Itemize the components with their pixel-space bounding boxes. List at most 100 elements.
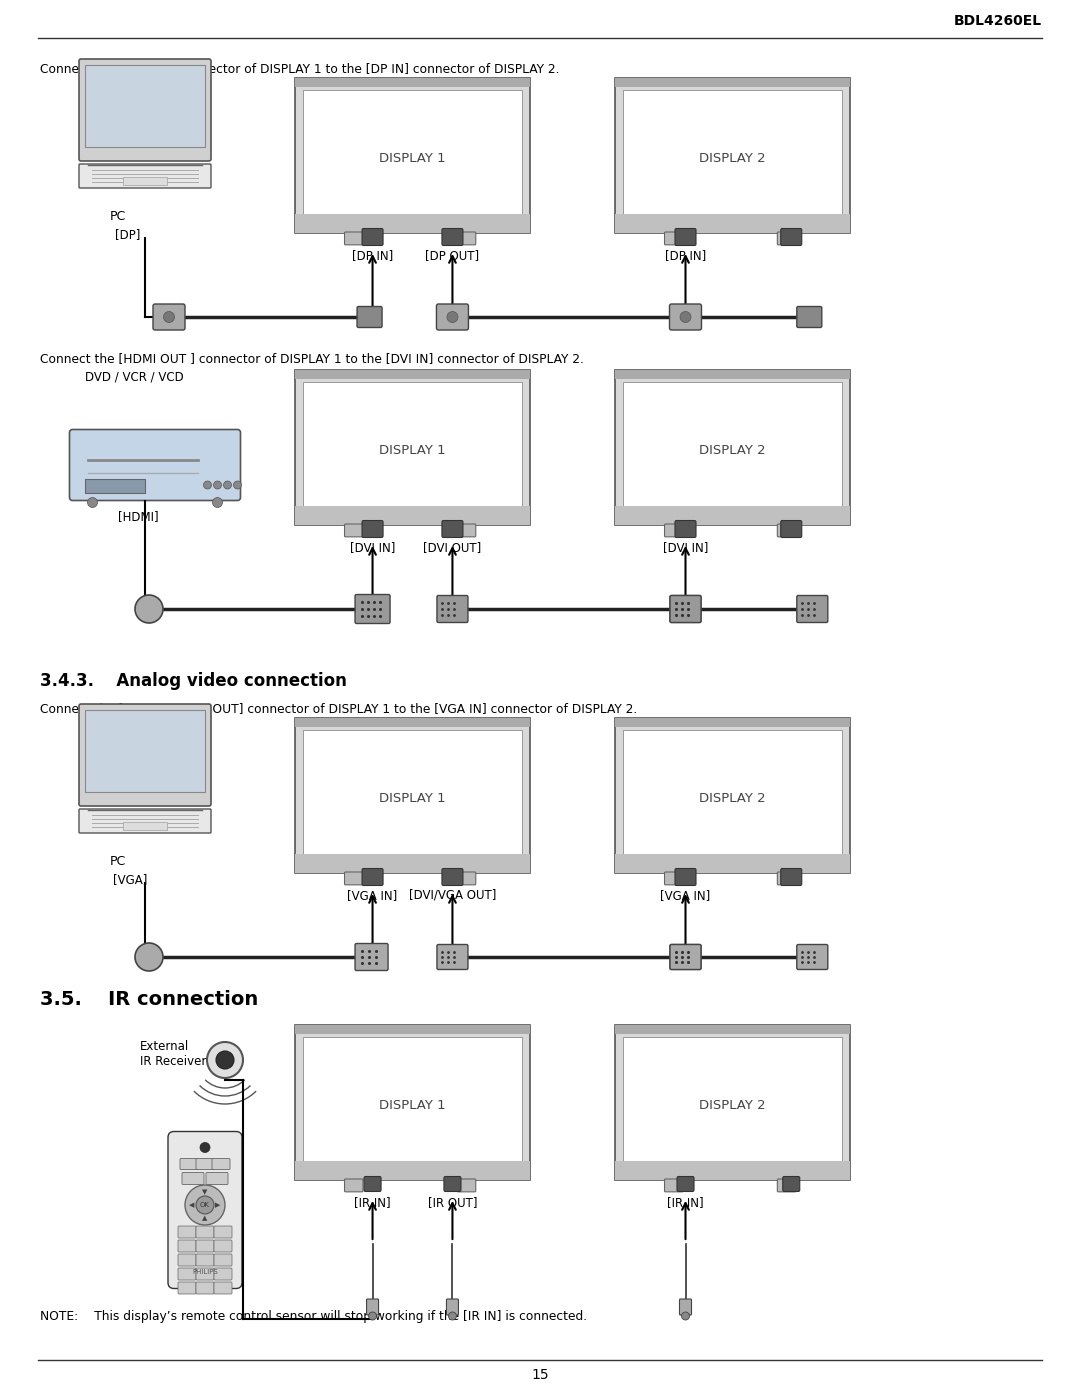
FancyBboxPatch shape (195, 1282, 214, 1295)
FancyBboxPatch shape (664, 524, 683, 538)
Text: PC: PC (110, 856, 126, 868)
FancyBboxPatch shape (457, 1179, 476, 1192)
Bar (295, 369, 530, 525)
Bar (615, 854, 850, 874)
Bar (303, 382, 522, 507)
FancyBboxPatch shape (79, 704, 211, 806)
Bar (295, 369, 530, 379)
FancyBboxPatch shape (670, 945, 701, 970)
FancyBboxPatch shape (781, 229, 801, 246)
Circle shape (233, 481, 242, 489)
Circle shape (216, 1051, 234, 1070)
Text: [DVI/VGA OUT]: [DVI/VGA OUT] (408, 889, 496, 901)
FancyBboxPatch shape (168, 1132, 242, 1289)
Circle shape (213, 497, 222, 507)
Text: [DVI IN]: [DVI IN] (350, 540, 395, 554)
FancyBboxPatch shape (675, 521, 696, 538)
Text: PHILIPS: PHILIPS (192, 1270, 218, 1275)
Circle shape (135, 943, 163, 971)
Bar (295, 718, 530, 728)
Text: [DP OUT]: [DP OUT] (426, 249, 480, 263)
Text: [VGA IN]: [VGA IN] (348, 889, 397, 901)
FancyBboxPatch shape (178, 1240, 195, 1251)
FancyBboxPatch shape (366, 1299, 379, 1315)
Bar (615, 369, 850, 379)
Bar (295, 78, 530, 233)
Circle shape (195, 1196, 214, 1214)
FancyBboxPatch shape (781, 521, 801, 538)
Text: [VGA IN]: [VGA IN] (660, 889, 711, 901)
Bar (303, 731, 522, 854)
FancyBboxPatch shape (457, 872, 476, 885)
FancyBboxPatch shape (79, 164, 211, 188)
FancyBboxPatch shape (675, 868, 696, 886)
Text: [DP]: [DP] (114, 228, 140, 242)
FancyBboxPatch shape (178, 1282, 195, 1295)
FancyBboxPatch shape (195, 1226, 214, 1238)
FancyBboxPatch shape (206, 1172, 228, 1185)
FancyBboxPatch shape (664, 1179, 683, 1192)
Text: DISPLAY 2: DISPLAY 2 (699, 1099, 766, 1113)
FancyBboxPatch shape (362, 229, 383, 246)
Text: [HDMI]: [HDMI] (118, 510, 159, 524)
FancyBboxPatch shape (670, 596, 701, 622)
FancyBboxPatch shape (664, 232, 683, 244)
Circle shape (214, 481, 221, 489)
FancyBboxPatch shape (670, 304, 702, 331)
Text: ◀: ◀ (189, 1201, 194, 1208)
FancyBboxPatch shape (183, 1172, 204, 1185)
Circle shape (681, 1313, 689, 1320)
Text: DISPLAY 1: DISPLAY 1 (379, 444, 446, 457)
Text: [DP IN]: [DP IN] (665, 249, 706, 263)
FancyBboxPatch shape (670, 307, 696, 328)
FancyBboxPatch shape (437, 945, 468, 970)
Bar (295, 214, 530, 233)
Text: 3.4.3.  Analog video connection: 3.4.3. Analog video connection (40, 672, 347, 690)
Text: [DVI OUT]: [DVI OUT] (423, 540, 482, 554)
FancyBboxPatch shape (797, 945, 827, 970)
Bar (615, 78, 850, 88)
Bar (85, 65, 205, 147)
Text: ▲: ▲ (202, 1215, 207, 1221)
Text: 3.5.  IR connection: 3.5. IR connection (40, 990, 258, 1008)
FancyBboxPatch shape (79, 58, 211, 161)
Circle shape (448, 1313, 457, 1320)
FancyBboxPatch shape (214, 1282, 232, 1295)
FancyBboxPatch shape (357, 307, 382, 328)
Bar (123, 176, 167, 185)
Text: [IR OUT]: [IR OUT] (428, 1196, 477, 1208)
Text: BDL4260EL: BDL4260EL (954, 14, 1042, 28)
Text: [VGA]: [VGA] (113, 874, 147, 886)
Bar (303, 1038, 522, 1161)
FancyBboxPatch shape (457, 524, 476, 538)
FancyBboxPatch shape (180, 1158, 198, 1170)
Bar (615, 507, 850, 525)
Bar (615, 369, 850, 525)
Bar (295, 1161, 530, 1181)
Bar (295, 78, 530, 88)
FancyBboxPatch shape (345, 1179, 363, 1192)
Circle shape (224, 481, 231, 489)
Text: DISPLAY 1: DISPLAY 1 (379, 792, 446, 806)
Bar (615, 718, 850, 874)
Bar (295, 1025, 530, 1181)
FancyBboxPatch shape (362, 521, 383, 538)
FancyBboxPatch shape (195, 1268, 214, 1281)
Text: [DVI IN]: [DVI IN] (663, 540, 708, 554)
Bar (295, 507, 530, 525)
Bar (295, 718, 530, 874)
FancyBboxPatch shape (442, 229, 463, 246)
FancyBboxPatch shape (670, 596, 701, 622)
Text: PC: PC (110, 210, 126, 224)
Bar (615, 1161, 850, 1181)
Circle shape (203, 481, 212, 489)
FancyBboxPatch shape (214, 1240, 232, 1251)
FancyBboxPatch shape (364, 1176, 381, 1192)
Text: DISPLAY 1: DISPLAY 1 (379, 153, 446, 165)
Text: OK: OK (200, 1201, 210, 1208)
FancyBboxPatch shape (778, 1179, 796, 1192)
FancyBboxPatch shape (783, 1176, 800, 1192)
Circle shape (207, 1042, 243, 1078)
Text: ▶: ▶ (215, 1201, 220, 1208)
Text: DVD / VCR / VCD: DVD / VCR / VCD (85, 369, 184, 383)
